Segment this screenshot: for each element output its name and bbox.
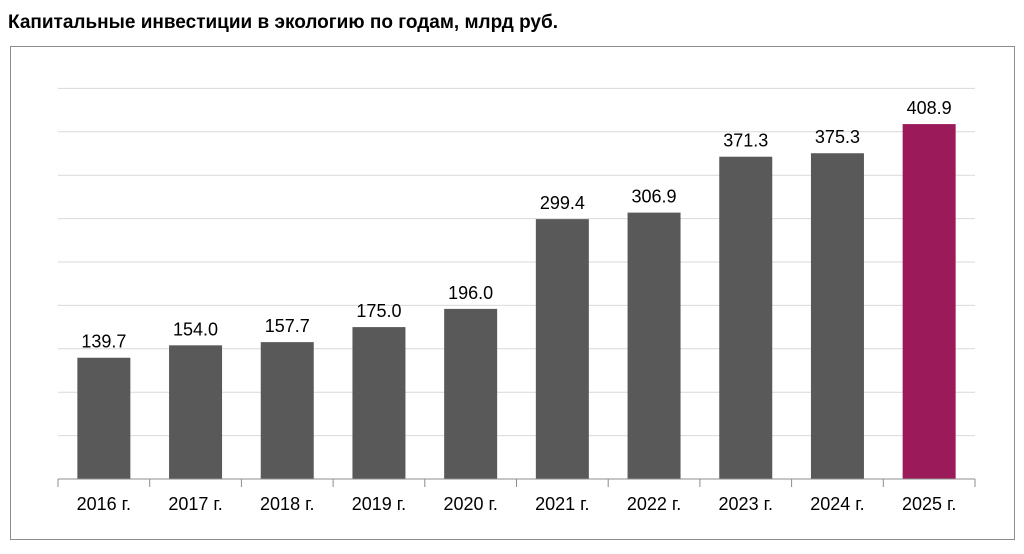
x-tick-label: 2016 г. — [77, 494, 131, 514]
bar — [169, 345, 223, 479]
chart-frame — [10, 46, 1015, 540]
bar — [627, 212, 681, 480]
x-tick-label: 2020 г. — [443, 494, 497, 514]
value-label: 375.3 — [815, 127, 860, 147]
x-tick-label: 2021 г. — [535, 494, 589, 514]
x-tick-label: 2022 г. — [627, 494, 681, 514]
x-tick-label: 2019 г. — [352, 494, 406, 514]
value-label: 371.3 — [723, 131, 768, 151]
x-tick-label: 2023 г. — [719, 494, 773, 514]
x-tick-label: 2017 г. — [168, 494, 222, 514]
bar — [719, 156, 773, 479]
x-axis: 2016 г. 2017 г. 2018 г. 2019 г. 2020 г. 2021 … — [57, 478, 976, 514]
value-label: 196.0 — [448, 283, 493, 303]
x-tick-label: 2025 г. — [902, 494, 956, 514]
value-label: 154.0 — [173, 319, 218, 339]
x-tick-label: 2018 г. — [260, 494, 314, 514]
x-tick-label: 2024 г. — [810, 494, 864, 514]
bars — [77, 124, 956, 480]
value-label: 175.0 — [356, 301, 401, 321]
bar — [902, 124, 956, 479]
bar — [810, 153, 864, 479]
chart-title: Капитальные инвестиции в экологию по год… — [8, 12, 559, 33]
bar — [77, 357, 131, 479]
bar — [352, 327, 406, 479]
value-labels: 139.7 154.0 157.7 175.0 196.0 299.4 306.9 371.3… — [81, 98, 951, 352]
value-label: 157.7 — [265, 316, 310, 336]
value-label: 139.7 — [81, 332, 126, 352]
bar — [260, 342, 314, 479]
value-label: 408.9 — [907, 98, 952, 118]
value-label: 299.4 — [540, 193, 585, 213]
bar — [444, 308, 498, 479]
value-label: 306.9 — [632, 187, 677, 207]
bar — [535, 219, 589, 480]
